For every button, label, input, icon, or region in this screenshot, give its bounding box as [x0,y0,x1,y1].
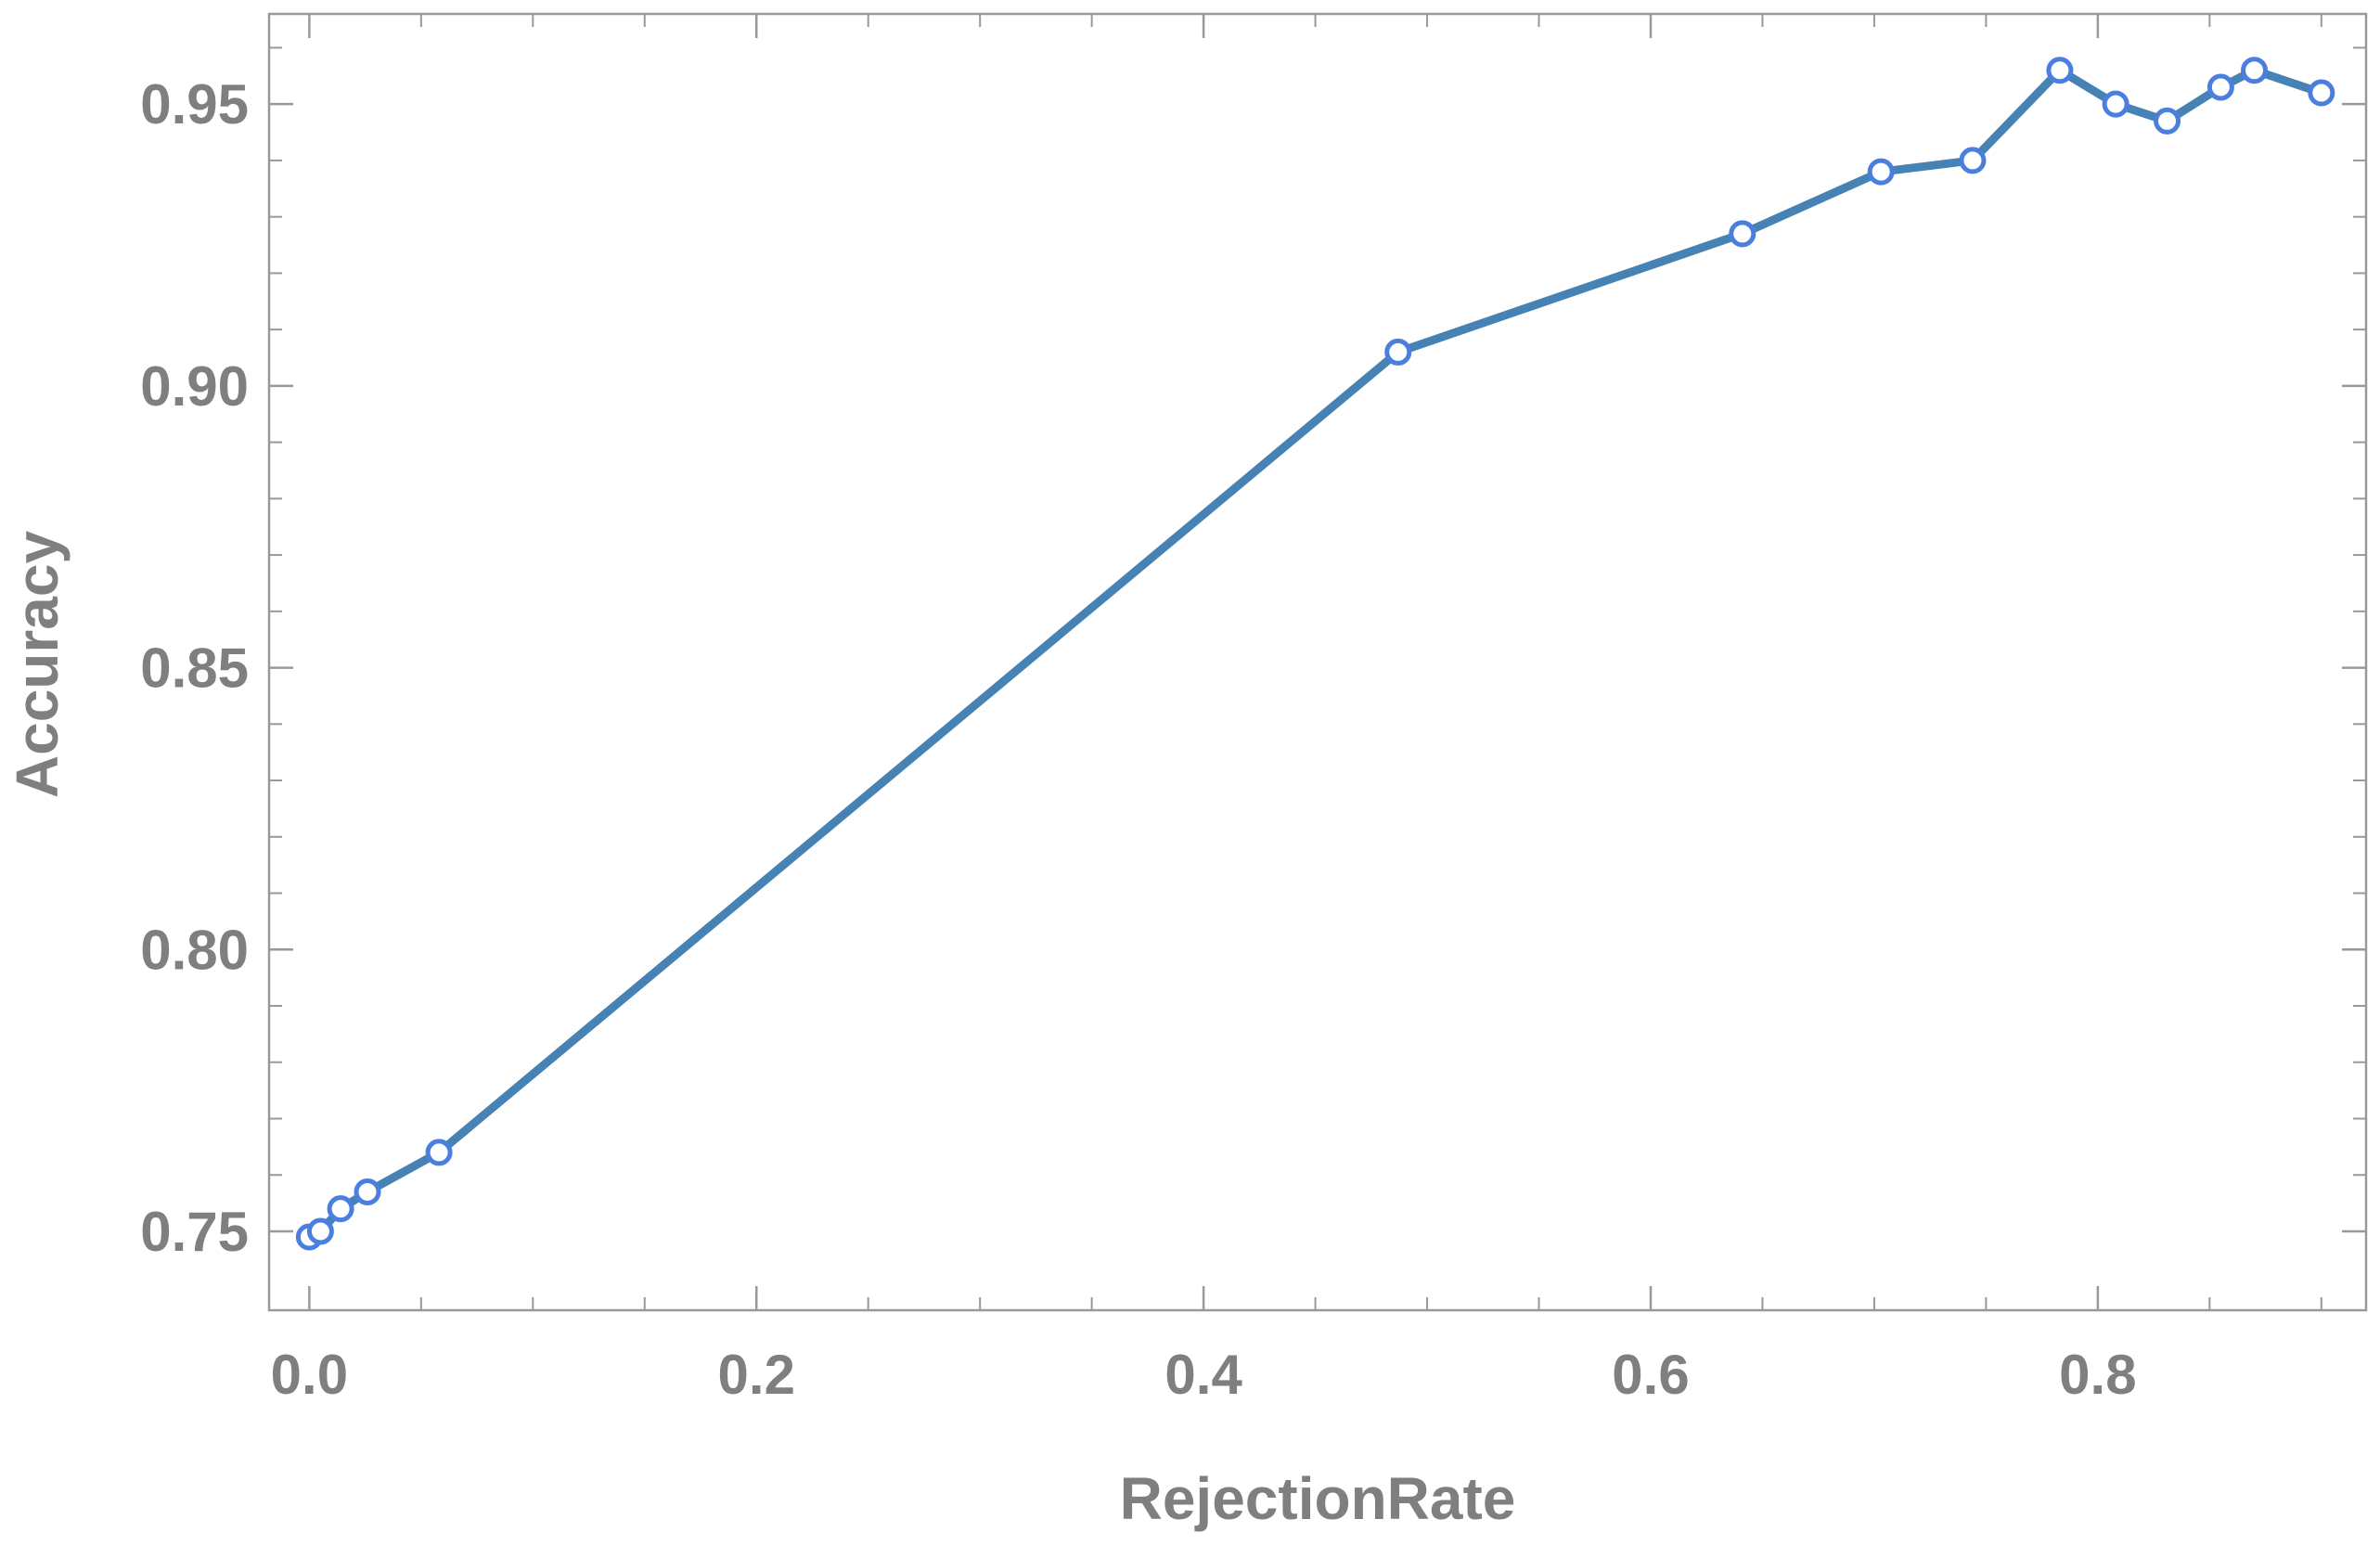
y-axis-title: Accuracy [4,531,71,799]
y-axis-tick-labels: 0.75 0.80 0.85 0.90 0.95 [140,73,249,1263]
data-point [354,1178,381,1205]
y-axis-ticks [269,46,2366,1233]
series-points [295,57,2335,1251]
data-point [2102,90,2129,118]
data-point [306,1217,334,1245]
x-axis-tick-labels: 0.0 0.2 0.4 0.6 0.8 [271,1344,2137,1406]
x-axis-title: RejectionRate [1120,1465,1516,1532]
series-lines [304,66,2326,1242]
y-tick-label: 0.80 [140,919,249,981]
data-point [1729,220,1756,248]
series-line [304,66,2326,1242]
data-point [2308,79,2335,107]
x-axis-ticks [308,14,2322,1310]
data-point [425,1139,453,1166]
data-point [1867,158,1895,186]
data-point [1384,338,1412,366]
data-point [2154,107,2181,135]
x-tick-label: 0.0 [271,1344,348,1406]
data-point [327,1195,354,1223]
data-point [1959,147,1987,174]
data-point [2046,57,2074,84]
x-tick-label: 0.4 [1164,1344,1242,1406]
y-tick-label: 0.75 [140,1201,249,1263]
x-tick-label: 0.8 [2059,1344,2136,1406]
data-point [2206,73,2234,101]
x-tick-label: 0.2 [718,1344,795,1406]
y-tick-label: 0.95 [140,73,249,135]
y-tick-label: 0.90 [140,355,249,418]
plot-frame [267,12,2368,1312]
x-tick-label: 0.6 [1612,1344,1689,1406]
y-tick-label: 0.85 [140,637,249,700]
data-point [2241,57,2269,84]
